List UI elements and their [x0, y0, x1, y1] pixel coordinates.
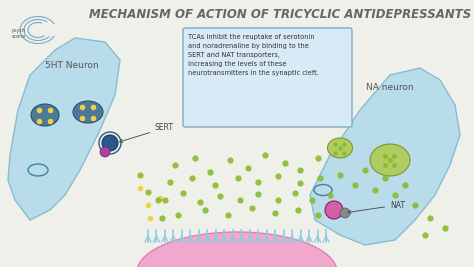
Polygon shape — [8, 38, 120, 220]
Text: TCAs inhibit the reuptake of serotonin
and noradrenaline by binding to the
SERT : TCAs inhibit the reuptake of serotonin a… — [188, 34, 319, 76]
Ellipse shape — [137, 232, 337, 267]
Ellipse shape — [370, 144, 410, 176]
Text: 5HT Neuron: 5HT Neuron — [45, 61, 99, 69]
Text: SERT: SERT — [120, 124, 174, 142]
Ellipse shape — [73, 101, 103, 123]
Circle shape — [340, 208, 350, 218]
Circle shape — [100, 147, 110, 157]
Ellipse shape — [31, 104, 59, 126]
Circle shape — [325, 201, 343, 219]
Text: NAT: NAT — [348, 201, 405, 214]
Text: MECHANISM OF ACTION OF TRICYCLIC ANTIDEPRESSANTS: MECHANISM OF ACTION OF TRICYCLIC ANTIDEP… — [89, 7, 471, 21]
FancyBboxPatch shape — [183, 28, 352, 127]
Text: psych
scène: psych scène — [12, 28, 26, 39]
Text: NA neuron: NA neuron — [366, 84, 414, 92]
Ellipse shape — [328, 138, 353, 158]
Polygon shape — [310, 68, 460, 245]
Circle shape — [102, 135, 118, 151]
